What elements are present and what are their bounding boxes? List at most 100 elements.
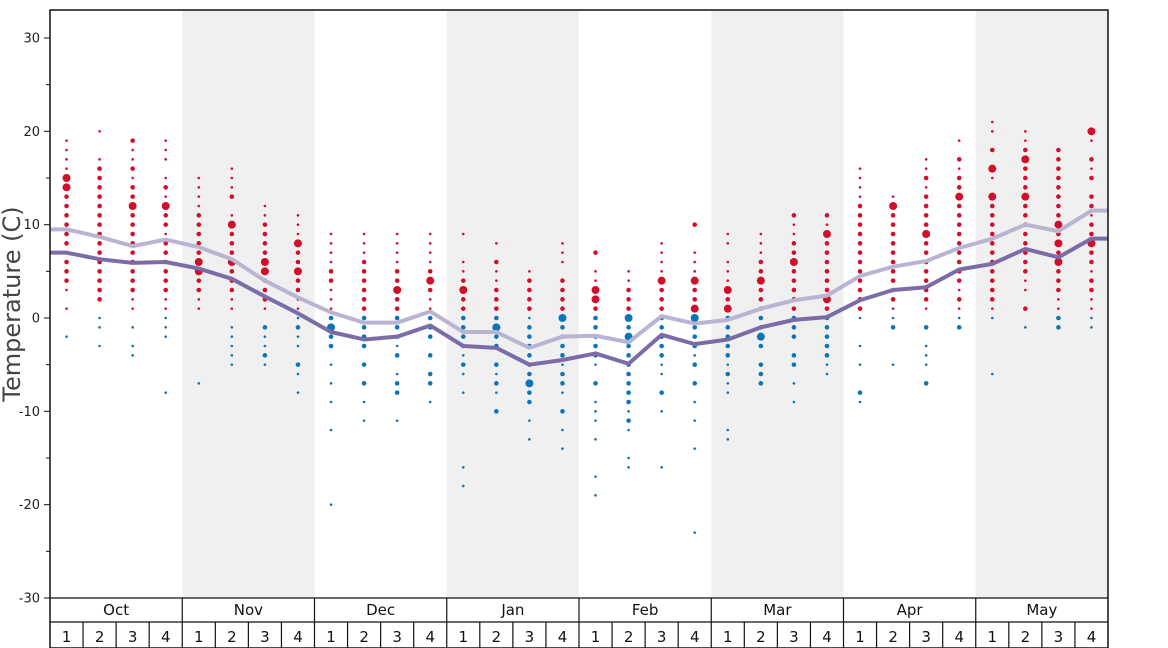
temperature-dot [726,270,730,273]
temperature-dot [295,259,301,265]
temperature-dot [495,242,498,245]
temperature-dot [792,232,796,236]
temperature-dot [791,213,797,218]
temperature-dot [164,307,168,310]
temperature-dot [923,381,929,386]
temperature-dot [923,203,929,209]
temperature-dot [791,250,797,255]
temperature-dot [428,298,432,301]
temperature-dot [690,304,699,313]
temperature-dot [527,325,532,330]
temperature-dot [130,213,135,218]
temperature-dot [824,353,830,358]
temperature-dot [726,382,730,385]
temperature-dot [328,269,334,274]
week-label: 4 [558,628,568,646]
temperature-dot [558,314,567,322]
temperature-dot [626,287,631,293]
temperature-dot [956,213,962,218]
temperature-dot [1021,155,1030,164]
temperature-dot [857,390,863,395]
temperature-dot [164,158,168,161]
temperature-dot [130,250,135,255]
temperature-dot [956,175,962,181]
temperature-dot [527,278,532,283]
temperature-dot [791,278,797,283]
temperature-dot [792,382,796,385]
month-band [446,10,579,598]
temperature-dot [890,213,896,218]
temperature-dot [395,372,399,376]
temperature-dot [427,315,433,321]
temperature-dot [65,288,68,292]
temperature-dot [824,325,830,330]
temperature-dot [130,166,135,171]
temperature-dot [62,174,71,182]
temperature-dot [792,223,796,226]
temperature-dot [1023,203,1028,209]
temperature-dot [1089,203,1094,209]
temperature-dot [824,278,830,283]
temperature-dot [394,278,400,283]
temperature-dot [758,269,764,274]
temperature-dot [1089,157,1094,162]
plot-frame [49,9,1109,648]
temperature-dots [62,120,1096,534]
temperature-dot [626,381,631,386]
temperature-dot [825,372,829,376]
temperature-dot [97,269,102,274]
temperature-dot [128,202,137,210]
temperature-dot [990,316,994,320]
temperature-dot [659,353,664,358]
week-label: 3 [921,628,931,646]
temperature-dot [527,287,532,293]
temperature-dot [98,326,101,329]
temperature-dot [1024,279,1027,282]
temperature-dot [1056,203,1061,209]
month-label: Dec [366,601,395,619]
temperature-dot [890,250,896,255]
temperature-dot [361,381,367,386]
temperature-dot [924,167,928,170]
temperature-dot [791,362,797,367]
temperature-dot [990,372,994,376]
temperature-dot [692,287,698,293]
temperature-dot [759,242,763,245]
temperature-dot [657,276,666,285]
temperature-dot [690,314,699,322]
temperature-dot [361,325,367,330]
temperature-dot [1056,175,1061,181]
temperature-dot [263,307,267,310]
temperature-dot [626,343,631,349]
temperature-dot [593,306,598,311]
temperature-dot [296,214,300,217]
temperature-dot [97,222,102,227]
temperature-dot [924,344,928,348]
temperature-dot [858,195,862,198]
temperature-dot [758,297,764,302]
week-label: 1 [855,628,865,646]
temperature-dot [1024,326,1027,329]
temperature-dot [427,353,433,358]
temperature-dot [693,354,697,357]
temperature-dot [825,363,829,366]
temperature-dot [196,222,202,227]
temperature-dot [527,371,532,377]
temperature-dot [130,278,135,283]
week-label: 3 [525,628,535,646]
week-label: 2 [492,628,502,646]
temperature-dot [230,326,234,329]
week-label: 4 [425,628,435,646]
temperature-dot [394,306,400,311]
temperature-dot [824,269,830,274]
temperature-dot [561,242,564,245]
temperature-dot [758,315,764,321]
temperature-dot [197,186,201,189]
temperature-dot [460,362,466,367]
week-label: 2 [95,628,105,646]
temperature-dot [394,315,400,321]
temperature-dot [825,223,829,226]
temperature-dot [560,278,565,283]
temperature-dot [495,372,498,376]
temperature-dot [560,371,565,377]
